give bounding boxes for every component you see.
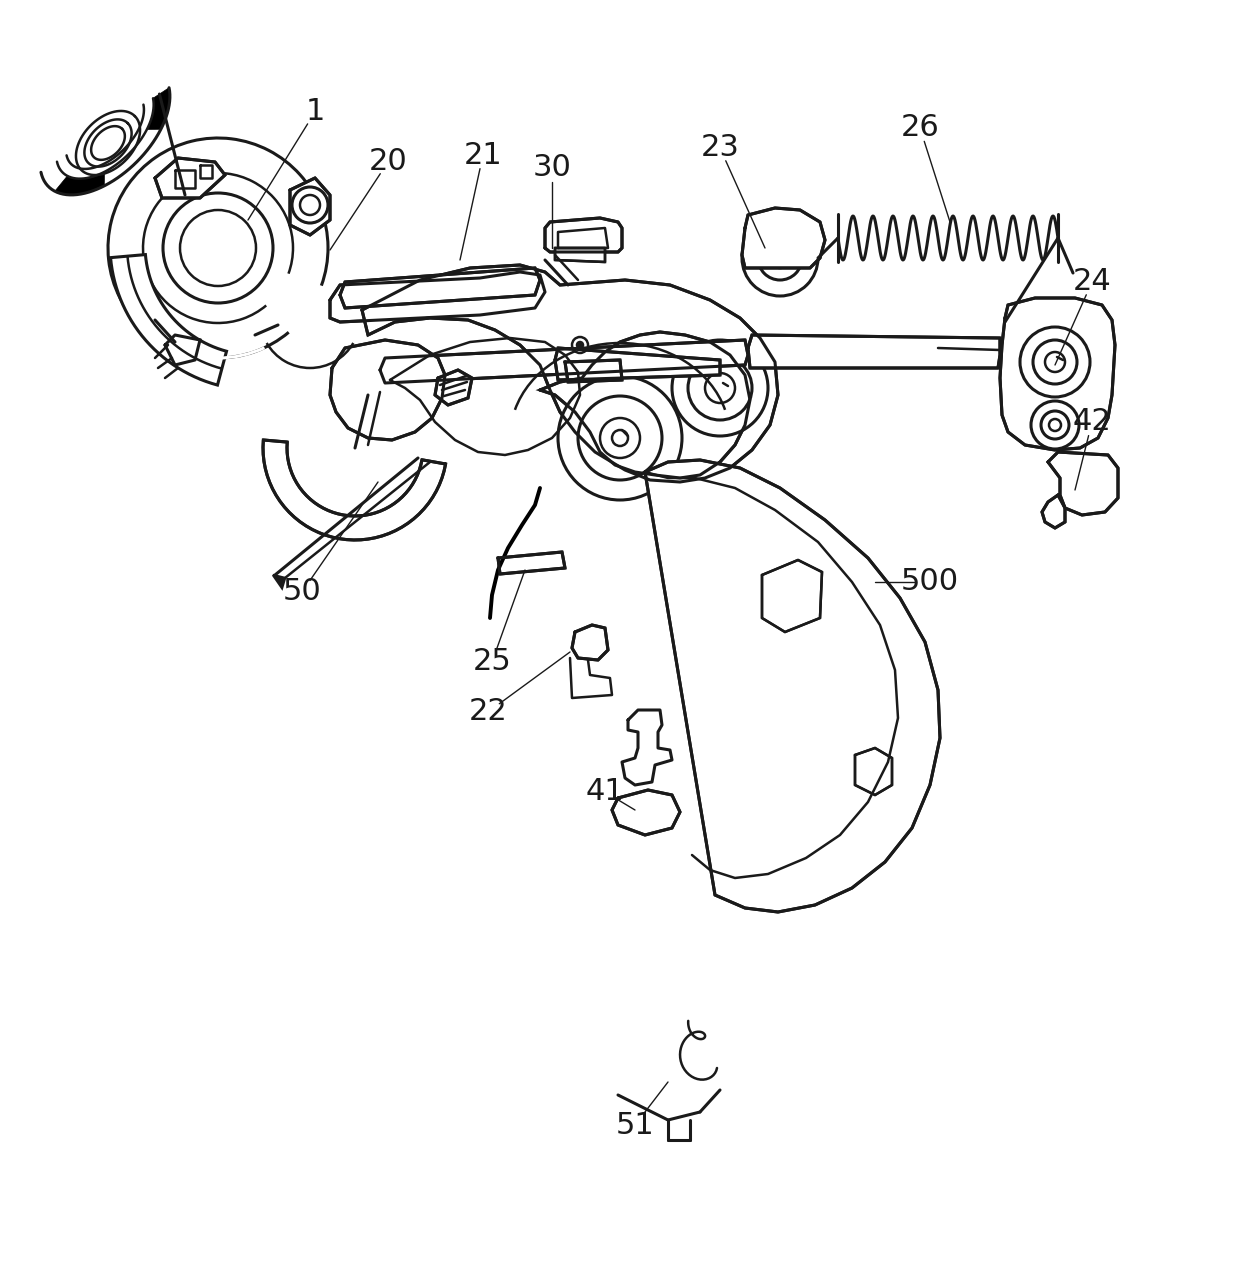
Polygon shape <box>742 208 825 268</box>
Text: 21: 21 <box>464 140 502 170</box>
Text: 25: 25 <box>472 647 511 677</box>
Polygon shape <box>146 88 170 129</box>
Polygon shape <box>748 335 999 368</box>
Text: 20: 20 <box>368 148 408 176</box>
Polygon shape <box>379 340 748 383</box>
Circle shape <box>577 342 583 349</box>
Polygon shape <box>556 349 720 381</box>
Text: 23: 23 <box>701 134 739 162</box>
Polygon shape <box>546 218 622 252</box>
Polygon shape <box>362 266 777 481</box>
Polygon shape <box>565 360 622 382</box>
Circle shape <box>688 356 751 420</box>
Polygon shape <box>273 575 285 587</box>
Circle shape <box>672 340 768 435</box>
Circle shape <box>742 220 818 296</box>
Circle shape <box>1045 352 1065 372</box>
Circle shape <box>613 430 627 446</box>
Polygon shape <box>165 335 200 365</box>
Polygon shape <box>498 552 565 573</box>
Circle shape <box>300 195 320 215</box>
Polygon shape <box>1048 452 1118 515</box>
Polygon shape <box>155 158 224 198</box>
Polygon shape <box>330 340 445 441</box>
Circle shape <box>558 375 682 501</box>
Circle shape <box>758 236 802 280</box>
Polygon shape <box>572 624 608 660</box>
Polygon shape <box>763 561 822 632</box>
Circle shape <box>600 418 640 458</box>
Polygon shape <box>645 460 940 912</box>
Circle shape <box>572 337 588 352</box>
Circle shape <box>162 193 273 303</box>
Text: 500: 500 <box>901 567 959 596</box>
Polygon shape <box>55 172 104 195</box>
Polygon shape <box>435 370 472 405</box>
Circle shape <box>1049 419 1061 432</box>
Polygon shape <box>263 441 445 540</box>
Circle shape <box>706 373 735 404</box>
Text: 1: 1 <box>305 97 325 126</box>
Text: 30: 30 <box>532 153 572 183</box>
Polygon shape <box>613 790 680 835</box>
Circle shape <box>770 248 790 268</box>
Text: 50: 50 <box>283 577 321 607</box>
Text: 42: 42 <box>1073 407 1111 437</box>
Text: 26: 26 <box>900 114 940 143</box>
Polygon shape <box>539 332 750 478</box>
Circle shape <box>180 209 255 286</box>
Circle shape <box>1021 327 1090 397</box>
Text: 22: 22 <box>469 697 507 727</box>
Circle shape <box>578 396 662 480</box>
Circle shape <box>1030 401 1079 450</box>
Polygon shape <box>999 298 1115 450</box>
Circle shape <box>291 186 329 223</box>
Polygon shape <box>1042 495 1065 527</box>
Polygon shape <box>856 748 892 796</box>
Text: 24: 24 <box>1073 267 1111 296</box>
Circle shape <box>1033 340 1078 384</box>
Polygon shape <box>340 268 539 308</box>
Polygon shape <box>110 254 227 386</box>
Polygon shape <box>556 248 605 262</box>
Polygon shape <box>330 272 546 322</box>
Circle shape <box>1042 411 1069 439</box>
Text: 41: 41 <box>585 778 625 807</box>
Text: 51: 51 <box>615 1111 655 1139</box>
Polygon shape <box>290 178 330 235</box>
